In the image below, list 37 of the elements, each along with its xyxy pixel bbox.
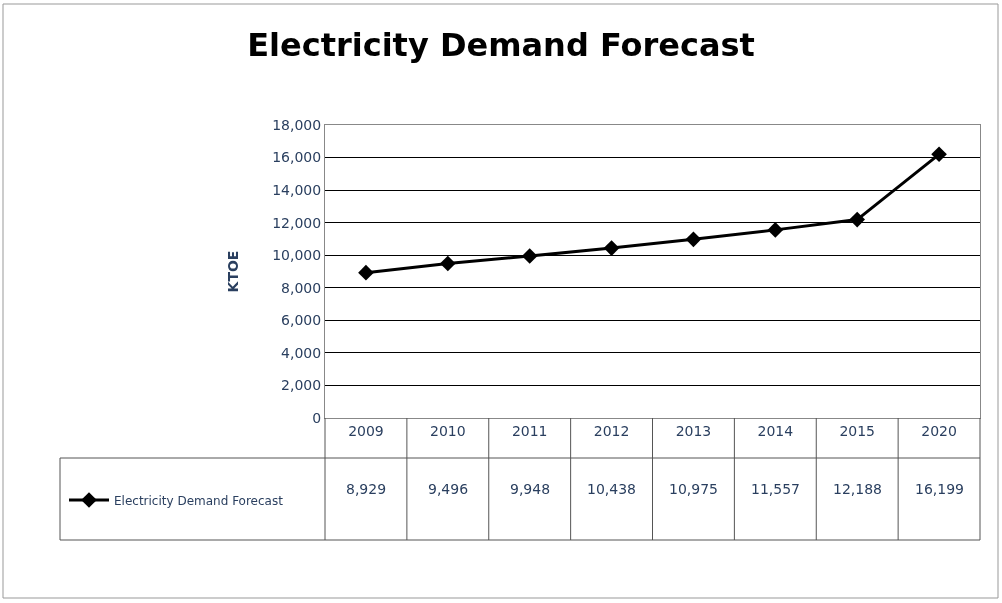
data-label: 10,975 bbox=[669, 481, 718, 497]
y-axis-title: KTOE bbox=[224, 250, 241, 293]
y-tick-label: 12,000 bbox=[272, 214, 322, 231]
data-label: 11,557 bbox=[751, 481, 800, 497]
point bbox=[767, 222, 784, 238]
point bbox=[521, 248, 538, 264]
point bbox=[358, 264, 374, 281]
x-tick-label: 2015 bbox=[839, 422, 876, 439]
y-tick-label: 14,000 bbox=[272, 182, 322, 199]
x-tick-label: 2011 bbox=[511, 422, 548, 439]
x-tick-label: 2009 bbox=[348, 422, 384, 439]
y-tick-label: 0 bbox=[312, 409, 322, 426]
x-tick-label: 2014 bbox=[757, 422, 794, 439]
y-tick-label: 6,000 bbox=[281, 312, 322, 329]
x-tick-label: 2020 bbox=[921, 422, 957, 439]
legend-label: Electricity Demand Forecast bbox=[114, 493, 284, 508]
data-label: 10,438 bbox=[587, 481, 636, 497]
point bbox=[603, 240, 620, 256]
data-label: 9,496 bbox=[428, 481, 469, 497]
x-tick-label: 2013 bbox=[675, 422, 712, 439]
y-tick-label: 8,000 bbox=[281, 279, 322, 296]
data-label: 8,929 bbox=[346, 481, 387, 497]
point bbox=[685, 231, 702, 248]
y-tick-label: 2,000 bbox=[281, 377, 322, 394]
x-tick-label: 2012 bbox=[593, 422, 630, 439]
data-label: 16,199 bbox=[915, 481, 964, 497]
point bbox=[931, 146, 947, 163]
data-label: 9,948 bbox=[510, 481, 551, 497]
y-tick-label: 16,000 bbox=[272, 149, 322, 166]
x-tick-label: 2010 bbox=[429, 422, 466, 439]
point bbox=[440, 255, 456, 272]
y-tick-label: 10,000 bbox=[272, 247, 322, 264]
chart-title: Electricity Demand Forecast bbox=[247, 26, 755, 65]
y-tick-label: 18,000 bbox=[272, 116, 322, 133]
point bbox=[849, 211, 865, 228]
y-tick-label: 4,000 bbox=[281, 344, 322, 361]
data-label: 12,188 bbox=[833, 481, 882, 497]
